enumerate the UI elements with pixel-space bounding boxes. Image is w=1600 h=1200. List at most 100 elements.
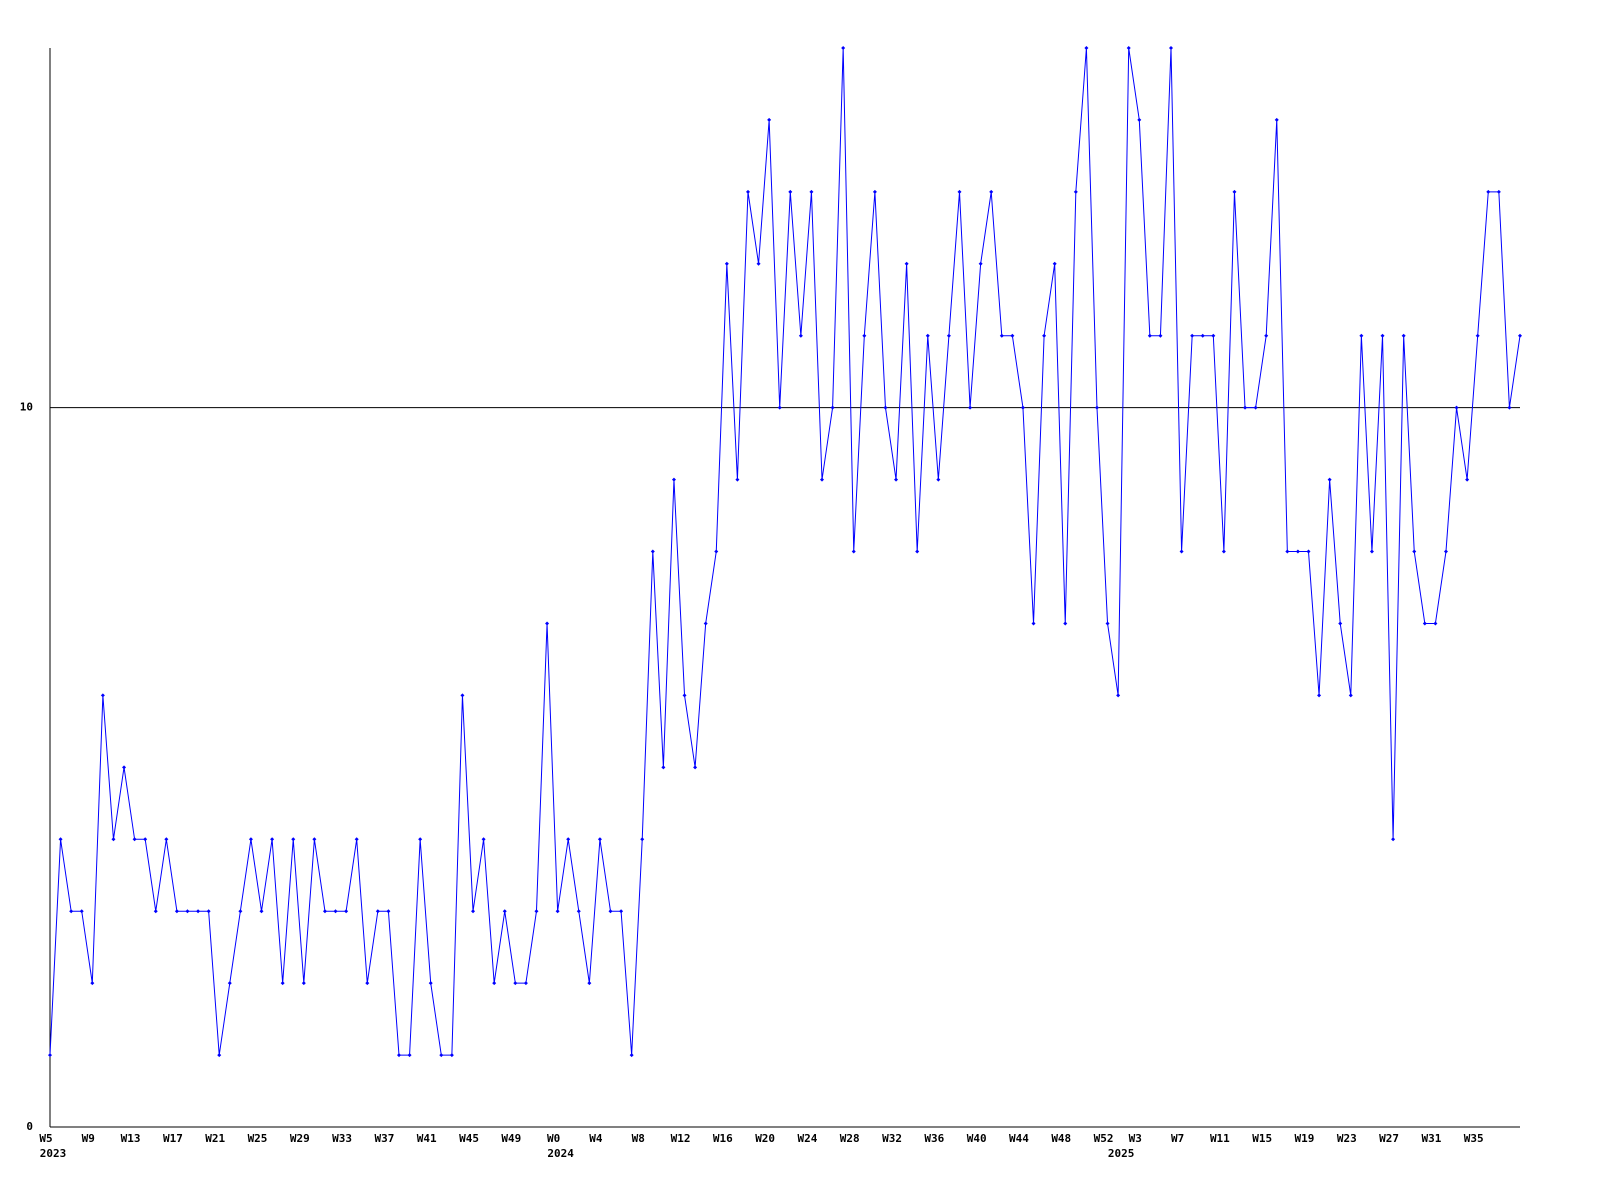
point-marker bbox=[418, 837, 423, 842]
x-tick-label: W35 bbox=[1464, 1132, 1484, 1145]
point-marker bbox=[312, 837, 317, 842]
point-marker bbox=[248, 837, 253, 842]
x-tick-label: W37 bbox=[374, 1132, 394, 1145]
point-marker bbox=[1507, 405, 1512, 410]
point-marker bbox=[407, 1053, 412, 1058]
point-marker bbox=[978, 261, 983, 266]
x-tick-label: W23 bbox=[1337, 1132, 1357, 1145]
point-marker bbox=[1369, 549, 1374, 554]
series-line bbox=[49, 47, 1521, 1056]
point-marker bbox=[79, 909, 84, 914]
point-marker bbox=[671, 477, 676, 482]
x-tick-label: W33 bbox=[332, 1132, 352, 1145]
point-marker bbox=[174, 909, 179, 914]
point-marker bbox=[1401, 333, 1406, 338]
point-marker bbox=[820, 477, 825, 482]
point-marker bbox=[968, 405, 973, 410]
point-marker bbox=[841, 46, 846, 50]
point-marker bbox=[756, 261, 761, 266]
point-marker bbox=[545, 621, 550, 626]
point-marker bbox=[1116, 693, 1121, 698]
point-marker bbox=[69, 909, 74, 914]
point-marker bbox=[999, 333, 1004, 338]
point-marker bbox=[619, 909, 624, 914]
point-marker bbox=[1380, 333, 1385, 338]
x-tick-label: W24 bbox=[798, 1132, 818, 1145]
x-tick-label: W3 bbox=[1129, 1132, 1142, 1145]
x-tick-label: W0 bbox=[547, 1132, 560, 1145]
point-marker bbox=[280, 981, 285, 986]
point-marker bbox=[650, 549, 655, 554]
point-marker bbox=[608, 909, 613, 914]
point-marker bbox=[164, 837, 169, 842]
point-marker bbox=[270, 837, 275, 842]
point-marker bbox=[989, 189, 994, 194]
point-marker bbox=[714, 549, 719, 554]
point-marker bbox=[291, 837, 296, 842]
point-marker bbox=[111, 837, 116, 842]
point-marker bbox=[492, 981, 497, 986]
x-tick-label: W29 bbox=[290, 1132, 310, 1145]
x-tick-label: W44 bbox=[1009, 1132, 1029, 1145]
point-marker bbox=[132, 837, 137, 842]
point-marker bbox=[1359, 333, 1364, 338]
point-marker bbox=[185, 909, 190, 914]
point-marker bbox=[153, 909, 158, 914]
point-marker bbox=[777, 405, 782, 410]
x-tick-label: W32 bbox=[882, 1132, 902, 1145]
point-marker bbox=[238, 909, 243, 914]
x-tick-label: W12 bbox=[671, 1132, 691, 1145]
point-marker bbox=[122, 765, 127, 770]
point-marker bbox=[1295, 549, 1300, 554]
point-marker bbox=[58, 837, 63, 842]
x-tick-label: W17 bbox=[163, 1132, 183, 1145]
point-marker bbox=[576, 909, 581, 914]
point-marker bbox=[333, 909, 338, 914]
point-marker bbox=[428, 981, 433, 986]
point-marker bbox=[439, 1053, 444, 1058]
x-tick-label: W25 bbox=[248, 1132, 268, 1145]
point-marker bbox=[925, 333, 930, 338]
point-marker bbox=[1158, 333, 1163, 338]
point-marker bbox=[301, 981, 306, 986]
point-marker bbox=[1285, 549, 1290, 554]
point-marker bbox=[809, 189, 814, 194]
x-tick-label: W40 bbox=[967, 1132, 987, 1145]
point-marker bbox=[745, 189, 750, 194]
x-tick-label: W5 bbox=[39, 1132, 52, 1145]
point-marker bbox=[1454, 405, 1459, 410]
point-marker bbox=[1147, 333, 1152, 338]
point-marker bbox=[1253, 405, 1258, 410]
point-marker bbox=[1327, 477, 1332, 482]
point-marker bbox=[206, 909, 211, 914]
x-tick-label: W19 bbox=[1295, 1132, 1315, 1145]
x-tick-label: W16 bbox=[713, 1132, 733, 1145]
point-marker bbox=[629, 1053, 634, 1058]
point-marker bbox=[1348, 693, 1353, 698]
point-marker bbox=[957, 189, 962, 194]
point-marker bbox=[587, 981, 592, 986]
x-tick-label: W52 bbox=[1094, 1132, 1114, 1145]
point-marker bbox=[767, 117, 772, 122]
point-marker bbox=[460, 693, 465, 698]
point-marker bbox=[1496, 189, 1501, 194]
point-marker bbox=[1433, 621, 1438, 626]
point-marker bbox=[449, 1053, 454, 1058]
point-marker bbox=[1518, 333, 1522, 338]
x-tick-label: W41 bbox=[417, 1132, 437, 1145]
year-label: 2025 bbox=[1108, 1147, 1135, 1160]
point-marker bbox=[1105, 621, 1110, 626]
point-marker bbox=[904, 261, 909, 266]
point-marker bbox=[396, 1053, 401, 1058]
point-marker bbox=[894, 477, 899, 482]
x-tick-label: W27 bbox=[1379, 1132, 1399, 1145]
point-marker bbox=[1264, 333, 1269, 338]
x-tick-label: W45 bbox=[459, 1132, 479, 1145]
point-marker bbox=[1190, 333, 1195, 338]
point-marker bbox=[513, 981, 518, 986]
x-tick-label: W4 bbox=[589, 1132, 603, 1145]
point-marker bbox=[143, 837, 148, 842]
point-marker bbox=[100, 693, 105, 698]
